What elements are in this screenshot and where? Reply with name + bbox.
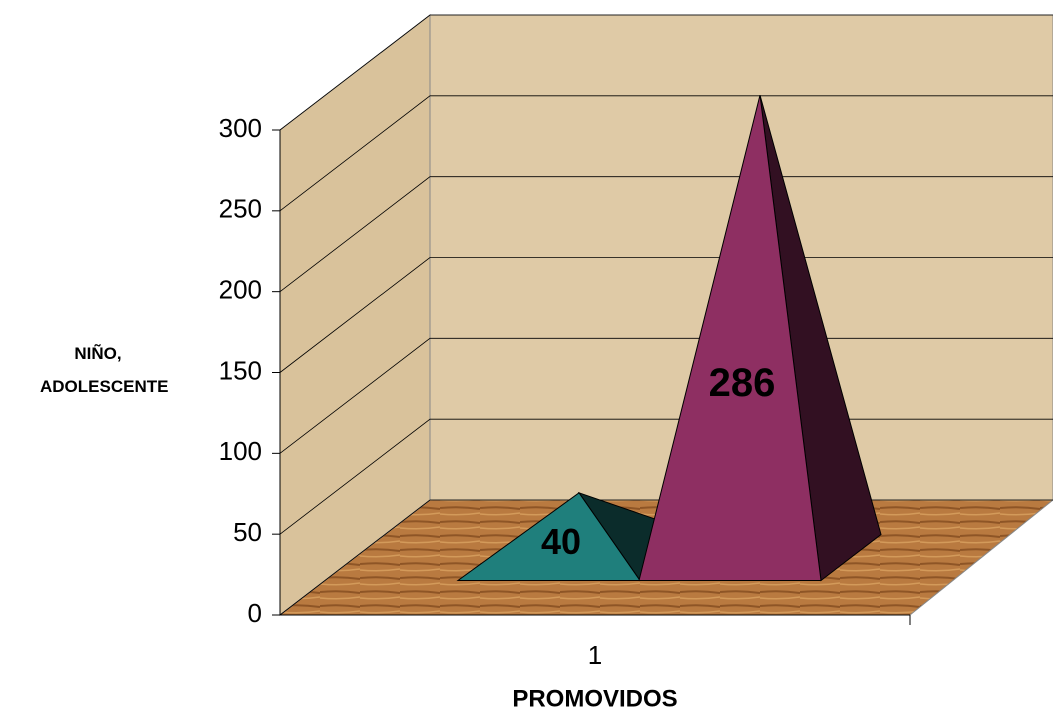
y-tick-label: 100 [219, 436, 262, 466]
y-axis-title: NIÑO, ADOLESCENTE [40, 344, 169, 396]
grid-line [279, 95, 1053, 212]
x-axis-title: PROMOVIDOS [512, 685, 677, 712]
y-tick-label: 50 [233, 517, 262, 547]
data-label: 40 [541, 521, 581, 562]
grid-line [279, 14, 1053, 131]
grid-line [279, 257, 1053, 373]
y-tick-label: 150 [219, 355, 262, 385]
x-tick-label: 1 [588, 640, 602, 670]
data-label: 286 [709, 361, 776, 405]
grid-line [279, 176, 1053, 292]
y-tick-label: 300 [219, 113, 262, 143]
y-tick-label: 0 [248, 598, 262, 628]
pyramid-front [638, 95, 822, 581]
pyramid-front [456, 492, 641, 581]
grid-line [279, 337, 1053, 454]
y-tick-label: 250 [219, 194, 262, 224]
y-tick-label: 200 [219, 275, 262, 305]
